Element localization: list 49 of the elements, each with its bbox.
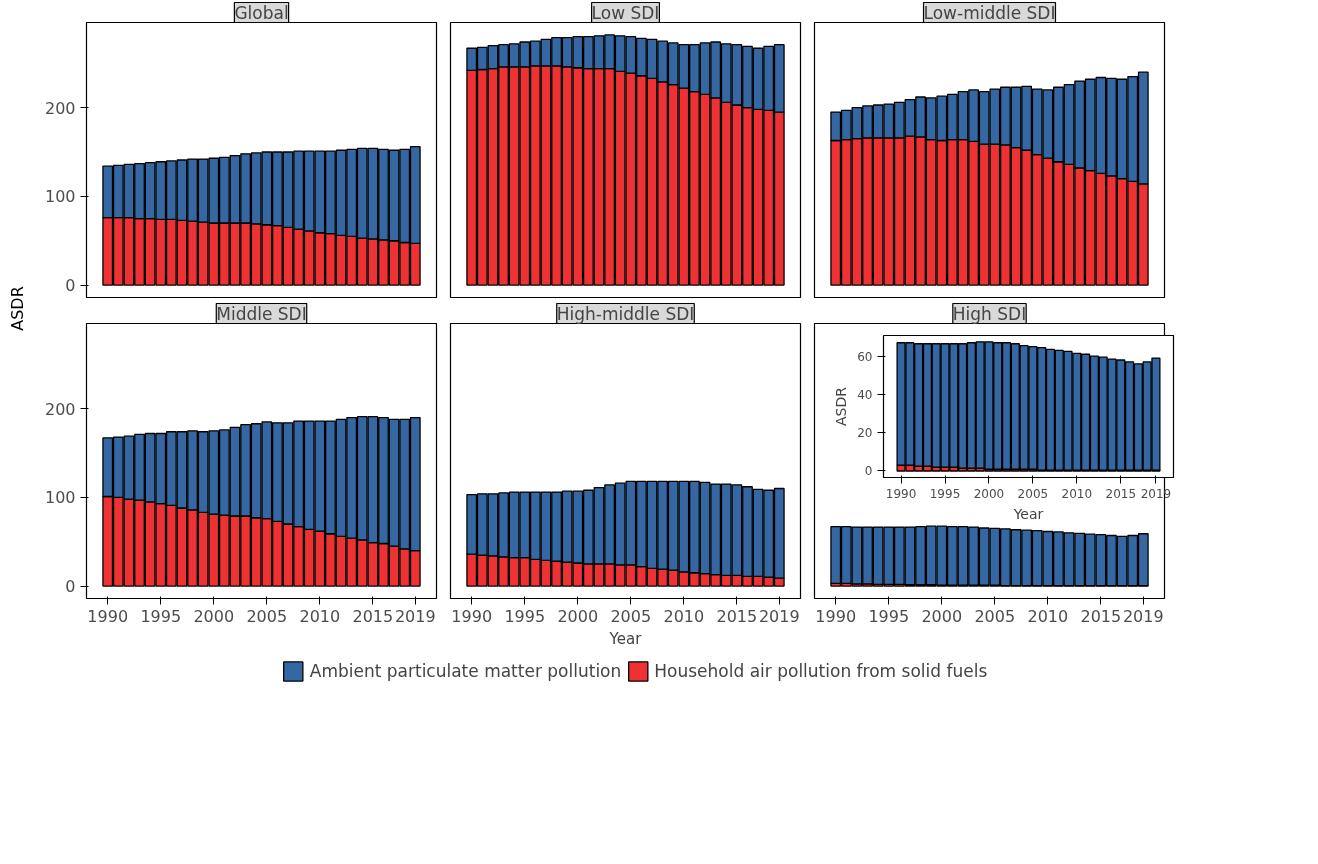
legend-label: Household air pollution from solid fuels <box>654 661 988 681</box>
chart-title: High SDI <box>952 303 1027 324</box>
x-tick-label: 2005 <box>1017 486 1049 501</box>
x-tick-label: 1995 <box>504 606 546 626</box>
y-axis-title: ASDR <box>8 286 27 331</box>
y-tick-label: 0 <box>864 464 873 479</box>
x-tick-label: 2010 <box>299 606 341 626</box>
x-tick-label: 2000 <box>973 486 1005 501</box>
chart-title: Low-middle SDI <box>923 2 1056 23</box>
x-tick-label: 2015 <box>1105 486 1137 501</box>
legend-label: Ambient particulate matter pollution <box>309 661 622 681</box>
x-tick-label: 1990 <box>815 606 857 626</box>
x-axis-title: Year <box>608 629 643 648</box>
x-tick-label: 2010 <box>1061 486 1093 501</box>
x-tick-label: 2010 <box>1027 606 1069 626</box>
x-tick-label: 2015 <box>352 606 394 626</box>
x-tick-label: 1995 <box>868 606 910 626</box>
y-tick-label: 200 <box>44 98 76 118</box>
x-tick-label: 2005 <box>610 606 652 626</box>
x-tick-label: 1990 <box>885 486 917 501</box>
chart-title: High-middle SDI <box>556 303 695 324</box>
x-tick-label: 2010 <box>663 606 705 626</box>
chart-title: Global <box>234 2 289 23</box>
x-tick-label: 2019 <box>394 606 436 626</box>
x-tick-label: 2019 <box>758 606 800 626</box>
y-tick-label: 200 <box>44 399 76 419</box>
y-tick-label: 100 <box>44 187 76 207</box>
y-tick-label: 60 <box>857 349 873 364</box>
x-tick-label: 1990 <box>451 606 493 626</box>
x-tick-label: 2000 <box>193 606 235 626</box>
x-tick-label: 2005 <box>974 606 1016 626</box>
y-tick-label: 40 <box>857 387 873 402</box>
x-axis-title: Year <box>1012 505 1044 522</box>
chart-title: Low SDI <box>591 2 660 23</box>
y-axis-title: ASDR <box>833 386 850 426</box>
x-tick-label: 1995 <box>929 486 961 501</box>
x-tick-label: 2019 <box>1122 606 1164 626</box>
y-tick-label: 100 <box>44 488 76 508</box>
x-tick-label: 2005 <box>246 606 288 626</box>
x-tick-label: 2015 <box>716 606 758 626</box>
y-tick-label: 20 <box>857 426 873 441</box>
y-tick-label: 0 <box>65 577 76 597</box>
x-tick-label: 2000 <box>557 606 599 626</box>
x-tick-label: 2000 <box>921 606 963 626</box>
x-tick-label: 1995 <box>140 606 182 626</box>
x-tick-label: 1990 <box>87 606 129 626</box>
y-tick-label: 0 <box>65 276 76 296</box>
x-tick-label: 2015 <box>1080 606 1122 626</box>
chart-title: Middle SDI <box>216 303 307 324</box>
